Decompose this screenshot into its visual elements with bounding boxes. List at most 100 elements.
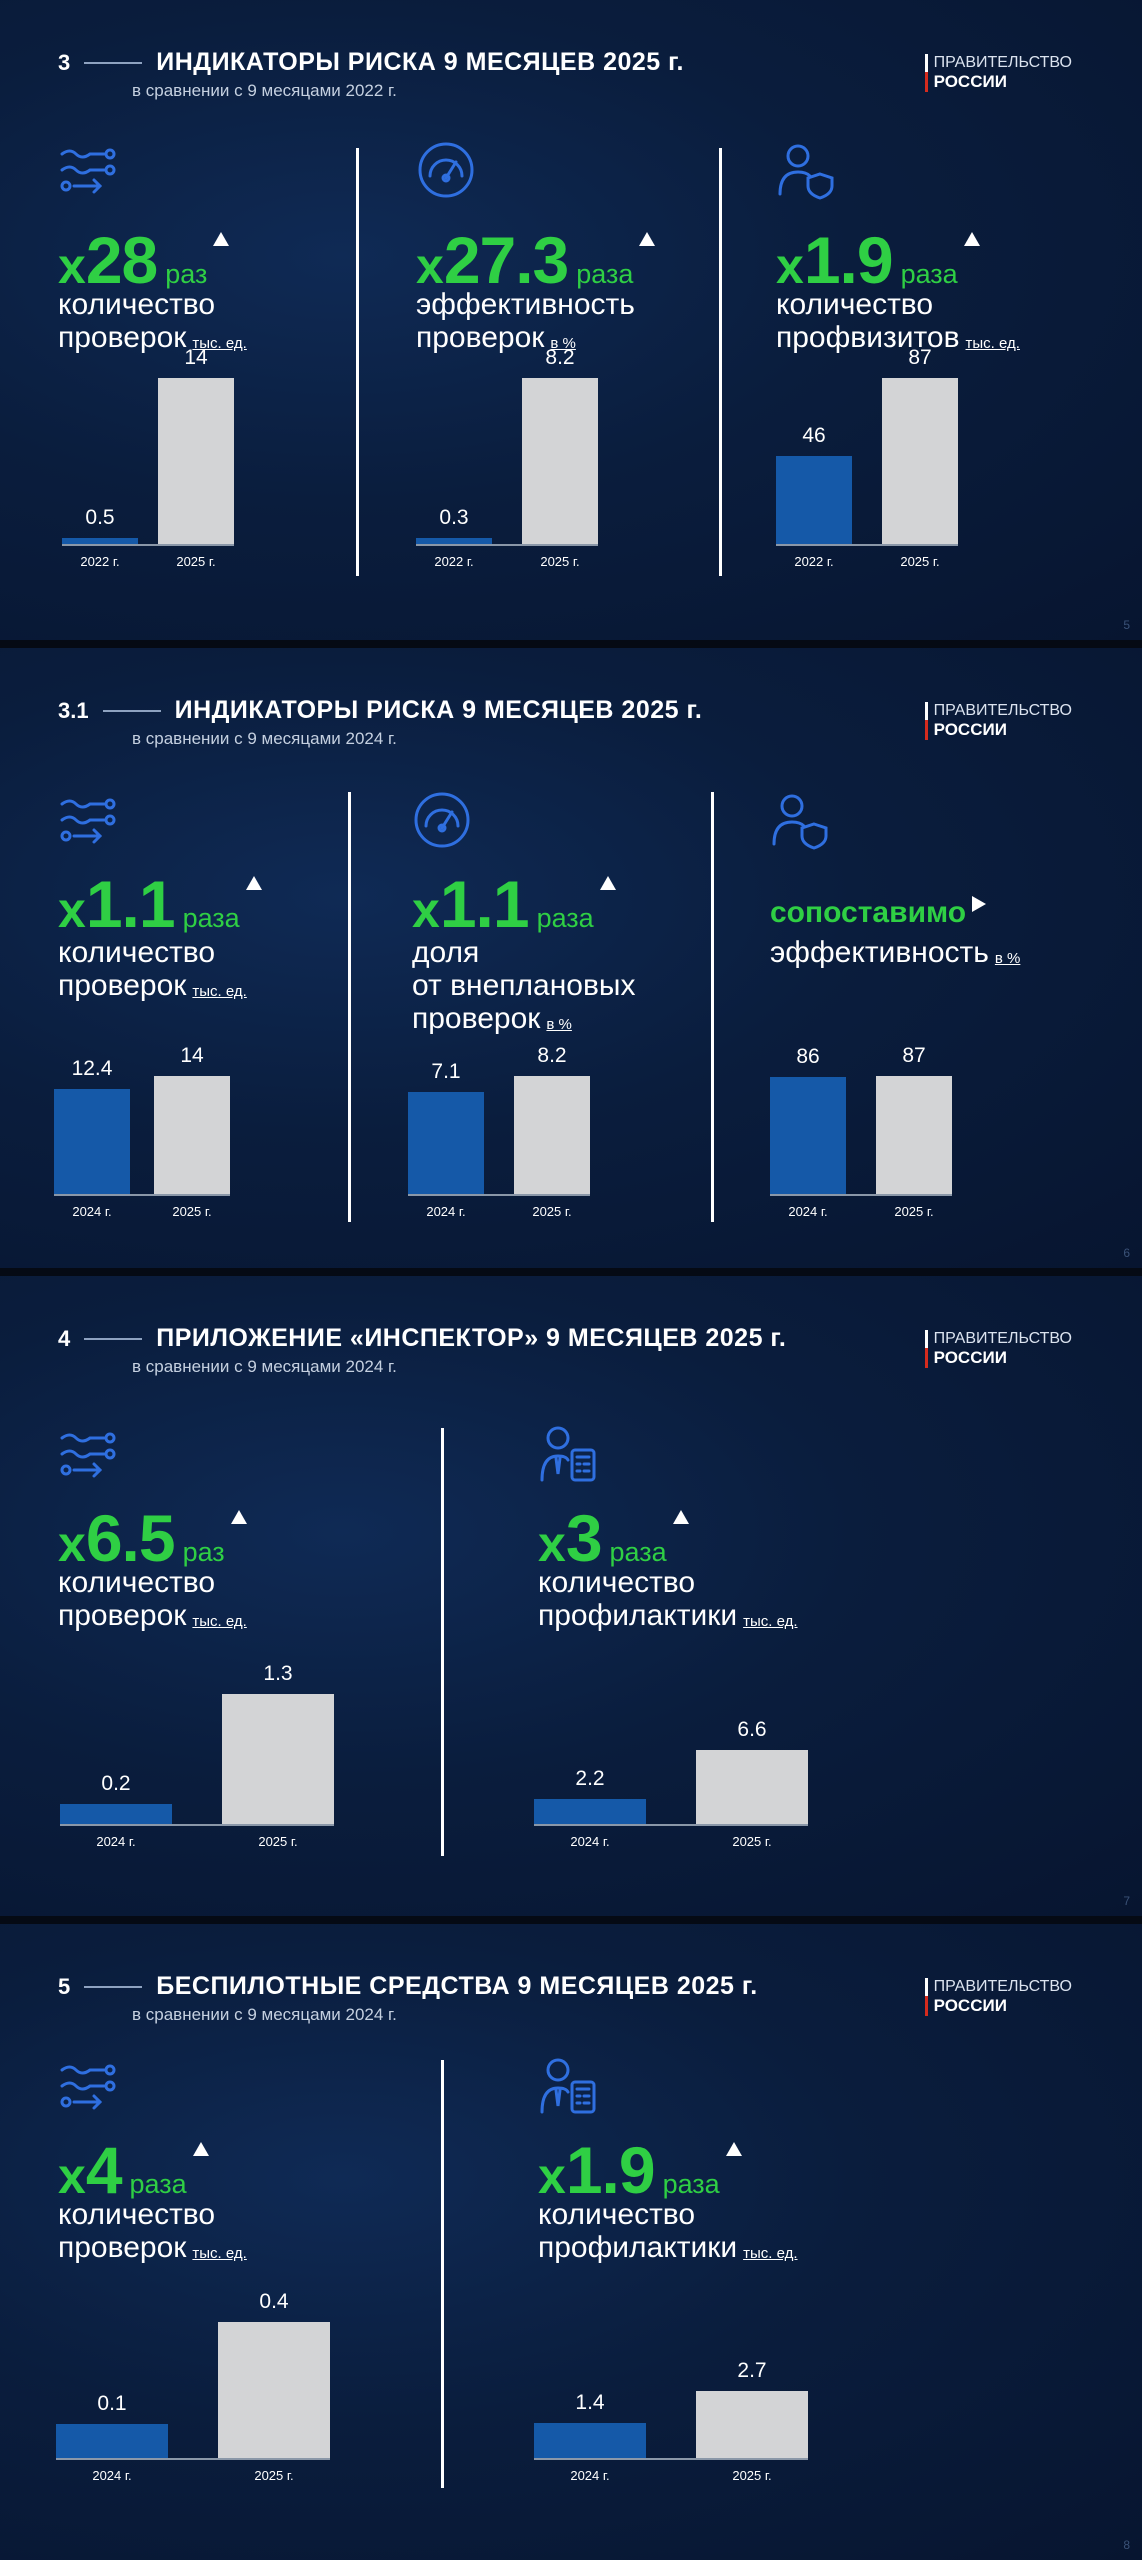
growth-figure: х4 раза	[58, 2132, 187, 2208]
bar-value-label: 86	[796, 1045, 820, 1068]
speedometer-icon	[412, 790, 472, 850]
flow-arrows-icon	[58, 2056, 118, 2116]
bar-previous	[534, 2423, 646, 2458]
metric-unit: тыс. ед.	[743, 1613, 798, 1630]
growth-value: 6.5	[85, 1501, 176, 1575]
flow-arrows-icon	[58, 140, 118, 200]
metric-label-line: эффективность в %	[770, 936, 1021, 969]
bar-category-label: 2024 г.	[426, 1204, 466, 1219]
bar-current	[222, 1694, 334, 1824]
panel-divider	[719, 148, 722, 576]
panel-divider	[356, 148, 359, 576]
bar-category-label: 2022 г.	[80, 554, 120, 569]
metric-unit: в %	[994, 950, 1021, 967]
slide-header: 3.1 ИНДИКАТОРЫ РИСКА 9 МЕСЯЦЕВ 2025 г. в…	[58, 696, 702, 749]
bar-previous	[56, 2424, 168, 2458]
chart-baseline	[416, 544, 598, 546]
bar-previous	[534, 1799, 646, 1824]
bar-current	[696, 1750, 808, 1824]
metric-label-line: проверок тыс. ед.	[58, 969, 247, 1002]
bar-value-label: 14	[180, 1044, 204, 1067]
growth-figure: х1.1 раза	[58, 866, 240, 942]
growth-figure: сопоставимо	[770, 896, 966, 930]
bar-category-label: 2024 г.	[788, 1204, 828, 1219]
bar-previous	[60, 1804, 172, 1824]
metric-label-line: проверок тыс. ед.	[58, 321, 247, 354]
metric-label: количество проверок тыс. ед.	[58, 1566, 247, 1632]
bar-value-label: 0.4	[259, 2290, 289, 2313]
growth-value: 3	[565, 1501, 603, 1575]
metric-unit: в %	[546, 1016, 572, 1033]
bar-current	[158, 378, 234, 544]
growth-figure: х1.9 раза	[538, 2132, 720, 2208]
bar-value-label: 0.2	[101, 1772, 131, 1795]
bar-value-label: 87	[908, 346, 932, 369]
trend-up-icon	[964, 232, 980, 246]
bar-previous	[408, 1092, 484, 1194]
chart-baseline	[770, 1194, 952, 1196]
bar-category-label: 2025 г.	[732, 1834, 772, 1849]
slide-title: ПРИЛОЖЕНИЕ «ИНСПЕКТОР» 9 МЕСЯЦЕВ 2025 г.	[156, 1324, 787, 1352]
bar-current	[218, 2322, 330, 2458]
bar-previous	[62, 538, 138, 544]
page-number: 7	[1123, 1894, 1130, 1908]
bar-category-label: 2022 г.	[434, 554, 474, 569]
growth-multiplier-sign: х	[58, 2148, 86, 2204]
slide-header: 4 ПРИЛОЖЕНИЕ «ИНСПЕКТОР» 9 МЕСЯЦЕВ 2025 …	[58, 1324, 786, 1377]
bar-value-label: 0.3	[439, 506, 469, 529]
growth-unit: раза	[576, 259, 634, 289]
chart-baseline	[56, 2458, 330, 2460]
metric-label-line: профилактики тыс. ед.	[538, 2231, 798, 2264]
chart-baseline	[62, 544, 234, 546]
inspector-calculator-icon	[538, 1424, 598, 1484]
growth-value: 1.9	[803, 223, 894, 297]
bar-value-label: 7.1	[431, 1060, 461, 1083]
growth-multiplier-sign: х	[412, 882, 440, 938]
page-number: 6	[1123, 1246, 1130, 1260]
trend-up-icon	[246, 876, 262, 890]
growth-value: 27.3	[443, 223, 569, 297]
slide-subtitle: в сравнении с 9 месяцами 2024 г.	[132, 729, 397, 748]
slide-number: 3	[58, 49, 71, 75]
slide-subtitle: в сравнении с 9 месяцами 2024 г.	[132, 1357, 397, 1376]
growth-multiplier-sign: х	[416, 238, 444, 294]
slide-3.1: 3.1 ИНДИКАТОРЫ РИСКА 9 МЕСЯЦЕВ 2025 г. в…	[0, 648, 1142, 1268]
bar-current	[522, 378, 598, 544]
growth-figure: х1.9 раза	[776, 222, 958, 298]
metric-label-line: доля	[412, 936, 480, 969]
logo-bottom-text: РОССИИ	[924, 720, 1072, 740]
bar-category-label: 2024 г.	[96, 1834, 136, 1849]
bar-value-label: 1.3	[263, 1662, 293, 1685]
bar-category-label: 2024 г.	[72, 1204, 112, 1219]
bar-value-label: 12.4	[71, 1057, 113, 1080]
slide-title: ИНДИКАТОРЫ РИСКА 9 МЕСЯЦЕВ 2025 г.	[174, 696, 703, 724]
trend-up-icon	[213, 232, 229, 246]
bar-category-label: 2025 г.	[254, 2468, 294, 2483]
header-dash	[84, 1337, 143, 1340]
page-number: 5	[1123, 618, 1130, 632]
bar-category-label: 2025 г.	[540, 554, 580, 569]
user-shield-icon	[770, 790, 830, 850]
bar-category-label: 2024 г.	[92, 2468, 132, 2483]
metric-label-line: профилактики тыс. ед.	[538, 1599, 798, 1632]
bar-current	[882, 378, 958, 544]
growth-text: сопоставимо	[770, 896, 967, 929]
bar-value-label: 0.5	[85, 506, 115, 529]
slide-header: 3 ИНДИКАТОРЫ РИСКА 9 МЕСЯЦЕВ 2025 г. в с…	[58, 48, 684, 101]
slide-5: 5 БЕСПИЛОТНЫЕ СРЕДСТВА 9 МЕСЯЦЕВ 2025 г.…	[0, 1924, 1142, 2560]
government-logo: ПРАВИТЕЛЬСТВО РОССИИ	[924, 54, 1072, 92]
slide-title: БЕСПИЛОТНЫЕ СРЕДСТВА 9 МЕСЯЦЕВ 2025 г.	[156, 1972, 758, 2000]
chart-baseline	[776, 544, 958, 546]
growth-unit: раз	[182, 1537, 225, 1567]
speedometer-icon	[416, 140, 476, 200]
chart-baseline	[534, 2458, 808, 2460]
metric-label: количество проверок тыс. ед.	[58, 936, 247, 1002]
bar-category-label: 2025 г.	[258, 1834, 298, 1849]
bar-value-label: 87	[902, 1044, 926, 1067]
bar-value-label: 2.7	[737, 2359, 767, 2382]
metric-label: количество профилактики тыс. ед.	[538, 2198, 798, 2264]
slide-3: 3 ИНДИКАТОРЫ РИСКА 9 МЕСЯЦЕВ 2025 г. в с…	[0, 0, 1142, 640]
metric-label: количество профвизитов тыс. ед.	[776, 288, 1020, 354]
bar-current	[696, 2391, 808, 2458]
user-shield-icon	[776, 140, 836, 200]
